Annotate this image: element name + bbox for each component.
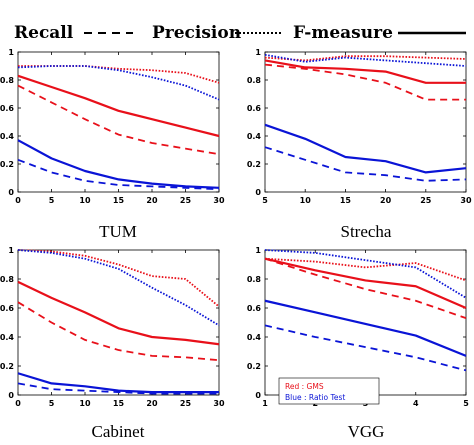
xtick-label-strecha: 10 <box>300 196 312 205</box>
xtick-label-strecha: 15 <box>340 196 352 205</box>
xtick-label-strecha: 30 <box>460 196 472 205</box>
legend: Recall Precision F-measure <box>14 23 466 43</box>
chart-title-cabinet: Cabinet <box>92 422 145 441</box>
color-note-blue: Blue : Ratio Test <box>285 393 345 402</box>
ytick-label-strecha: 0.6 <box>247 104 262 113</box>
plot-area-cabinet <box>17 249 220 396</box>
xtick-label-cabinet: 5 <box>49 399 55 408</box>
series-line-red-dashed-vgg <box>264 257 467 320</box>
series-line-red-solid-strecha <box>264 59 466 84</box>
xtick-label-tum: 10 <box>79 196 91 205</box>
xtick-label-vgg: 1 <box>262 399 268 408</box>
xtick-label-tum: 25 <box>180 196 192 205</box>
color-note-red: Red : GMS <box>285 382 324 391</box>
series-line-red-dotted-vgg <box>264 257 467 282</box>
ytick-label-strecha: 0.2 <box>247 160 261 169</box>
xtick-label-tum: 15 <box>113 196 125 205</box>
legend-label-fmeasure: F-measure <box>293 23 393 43</box>
ytick-label-tum: 0.8 <box>0 76 14 85</box>
xtick-label-tum: 0 <box>15 196 21 205</box>
color-note: Red : GMS Blue : Ratio Test <box>278 377 380 405</box>
ytick-label-cabinet: 0.2 <box>0 362 14 371</box>
series-line-blue-dashed-tum <box>17 158 220 191</box>
series-line-blue-solid-strecha <box>264 123 467 174</box>
xtick-label-vgg: 5 <box>463 399 469 408</box>
series-line-red-dashed-cabinet <box>17 301 220 362</box>
plot-area-vgg <box>264 249 467 396</box>
ytick-label-cabinet: 0.8 <box>0 275 14 284</box>
ytick-label-strecha: 0.8 <box>247 76 262 85</box>
ytick-label-vgg: 0.6 <box>247 304 262 313</box>
ytick-label-strecha: 1 <box>255 48 261 57</box>
ytick-label-tum: 0.6 <box>0 104 14 113</box>
series-line-blue-dashed-cabinet <box>17 382 219 395</box>
legend-label-precision: Precision <box>152 23 241 43</box>
series-line-red-solid-vgg <box>264 257 467 310</box>
xtick-label-cabinet: 15 <box>113 399 125 408</box>
series-line-blue-dashed-strecha <box>264 146 467 182</box>
ytick-label-tum: 1 <box>8 48 14 57</box>
ytick-label-cabinet: 0.4 <box>0 333 14 342</box>
ytick-label-tum: 0.4 <box>0 132 14 141</box>
xtick-label-strecha: 5 <box>262 196 268 205</box>
series-line-red-solid-cabinet <box>17 280 220 346</box>
series-line-blue-dotted-vgg <box>264 249 467 299</box>
chart-title-tum: TUM <box>99 222 137 241</box>
ytick-label-tum: 0.2 <box>0 160 14 169</box>
series-line-red-dashed-strecha <box>264 63 466 101</box>
series-line-blue-dashed-vgg <box>264 324 467 372</box>
ytick-label-strecha: 0.4 <box>247 132 262 141</box>
xtick-label-cabinet: 10 <box>79 399 91 408</box>
ytick-label-cabinet: 1 <box>8 246 14 255</box>
xtick-label-tum: 30 <box>213 196 225 205</box>
plot-area-strecha <box>264 51 467 193</box>
charts: 00.20.40.60.810 5 10 15 20 25 30TUM00.20.40.60… <box>0 48 472 441</box>
xtick-label-tum: 5 <box>49 196 55 205</box>
xtick-label-cabinet: 25 <box>180 399 192 408</box>
color-note-frame <box>278 377 380 405</box>
xtick-label-cabinet: 0 <box>15 399 21 408</box>
series-line-blue-solid-cabinet <box>17 372 219 394</box>
xtick-label-cabinet: 30 <box>213 399 225 408</box>
ytick-label-tum: 0 <box>8 188 14 197</box>
xtick-label-strecha: 25 <box>420 196 432 205</box>
ytick-label-strecha: 0 <box>255 188 261 197</box>
ytick-label-vgg: 0.8 <box>247 275 262 284</box>
series-line-blue-dotted-cabinet <box>17 249 220 327</box>
ytick-label-vgg: 0.2 <box>247 362 261 371</box>
series-line-red-dotted-cabinet <box>17 249 220 308</box>
xtick-label-tum: 20 <box>146 196 158 205</box>
chart-title-vgg: VGG <box>348 422 385 441</box>
xtick-label-cabinet: 20 <box>146 399 158 408</box>
ytick-label-vgg: 0 <box>255 391 261 400</box>
ytick-label-cabinet: 0.6 <box>0 304 14 313</box>
xtick-label-vgg: 4 <box>413 399 419 408</box>
series-line-blue-solid-tum <box>17 139 220 189</box>
series-line-red-dotted-strecha <box>264 55 467 62</box>
legend-label-recall: Recall <box>14 23 74 43</box>
series-line-red-solid-tum <box>17 74 220 138</box>
series-line-blue-dotted-tum <box>17 65 220 101</box>
plot-area-tum <box>17 51 220 193</box>
chart-vgg: 00.20.40.60.8112345VGG <box>247 246 469 441</box>
xtick-label-strecha: 20 <box>380 196 392 205</box>
series-line-red-dashed-tum <box>17 84 220 156</box>
series-line-blue-solid-vgg <box>264 299 467 357</box>
ytick-label-vgg: 0.4 <box>247 333 262 342</box>
chart-title-strecha: Strecha <box>341 222 392 241</box>
ytick-label-vgg: 1 <box>255 246 261 255</box>
ytick-label-cabinet: 0 <box>8 391 14 400</box>
